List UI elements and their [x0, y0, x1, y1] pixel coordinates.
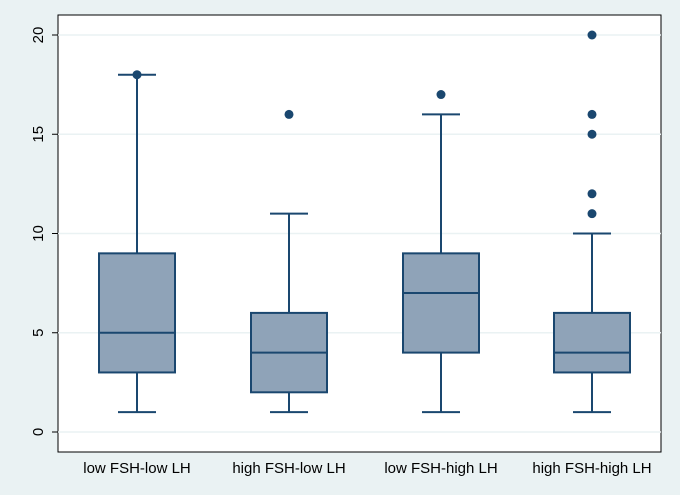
- box-group: [553, 30, 631, 414]
- x-category-label: high FSH-high LH: [532, 460, 651, 477]
- y-axis: 0 5 10 15 20: [30, 27, 58, 436]
- outlier-point: [587, 109, 597, 119]
- box-iqr: [402, 252, 480, 354]
- y-tick-label: 20: [30, 27, 47, 44]
- outlier-point: [587, 129, 597, 139]
- x-category-label: low FSH-low LH: [83, 460, 191, 477]
- box-group: [402, 90, 480, 414]
- box-group: [98, 70, 176, 414]
- outlier-point: [284, 109, 294, 119]
- box-iqr: [553, 311, 631, 374]
- outlier-point: [436, 90, 446, 100]
- box-group: [250, 109, 328, 414]
- outlier-point: [587, 189, 597, 199]
- x-axis-labels: low FSH-low LH high FSH-low LH low FSH-hig…: [83, 460, 651, 477]
- y-tick-label: 10: [30, 225, 47, 242]
- x-category-label: low FSH-high LH: [384, 460, 497, 477]
- outlier-point: [587, 209, 597, 219]
- y-tick-label: 15: [30, 126, 47, 143]
- x-category-label: high FSH-low LH: [232, 460, 345, 477]
- box-iqr: [98, 252, 176, 374]
- outlier-point: [587, 30, 597, 40]
- outlier-point: [132, 70, 142, 80]
- y-tick-label: 0: [30, 428, 47, 436]
- boxes: [98, 30, 631, 414]
- y-tick-label: 5: [30, 329, 47, 337]
